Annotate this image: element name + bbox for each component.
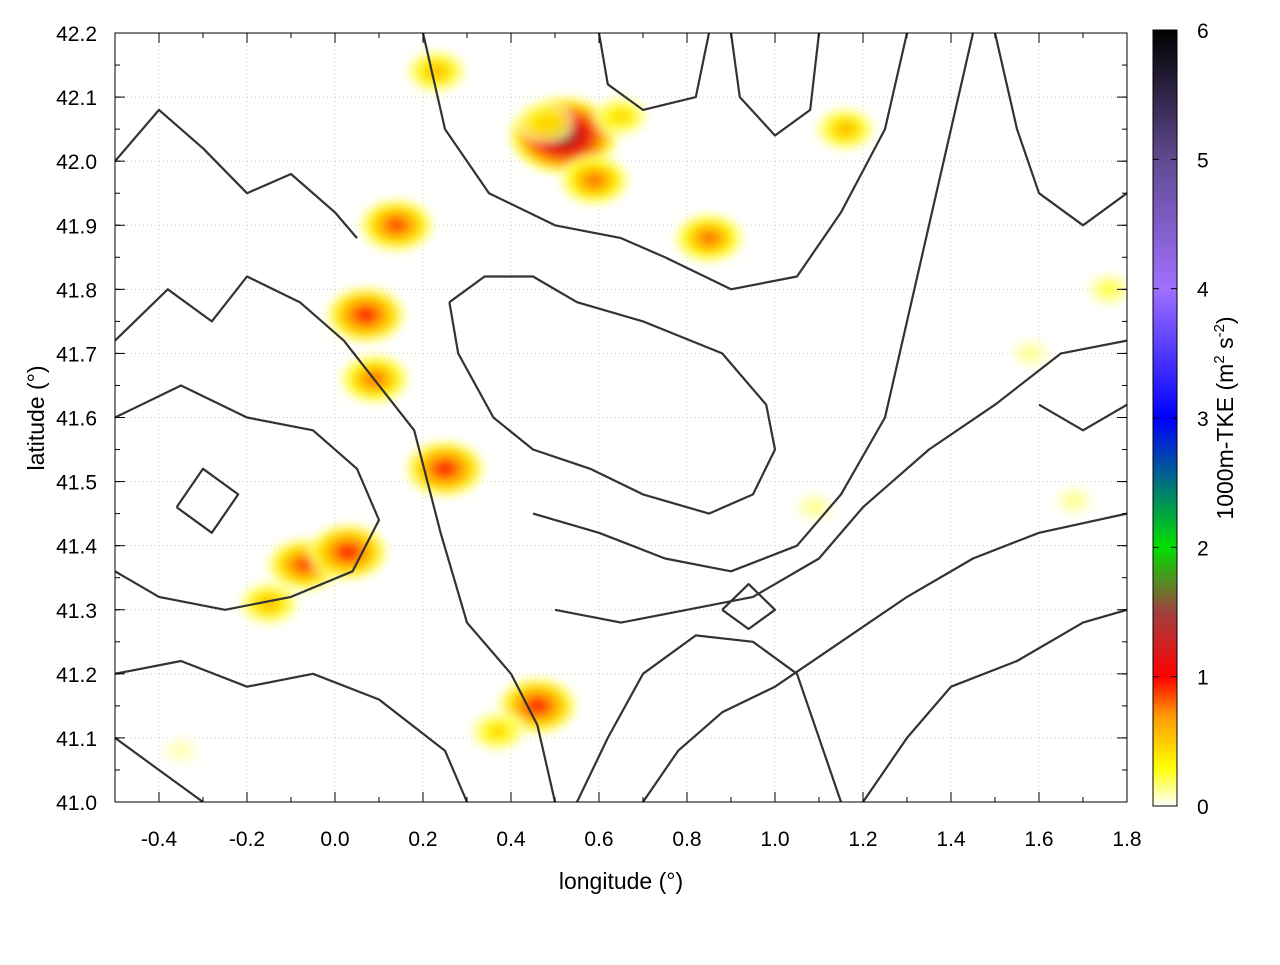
contour-line <box>421 33 909 291</box>
y-tick-label: 42.2 <box>56 23 97 46</box>
y-tick-label: 41.4 <box>56 536 97 559</box>
colorbar-tick-label: 6 <box>1197 20 1209 43</box>
x-tick-label: 0.2 <box>408 828 437 851</box>
x-tick-label: 0.6 <box>584 828 613 851</box>
tke-hotspot <box>1083 269 1127 309</box>
contour-line <box>862 608 1127 802</box>
tke-hotspot <box>670 209 748 267</box>
colorbar-ticks: 0 1 2 3 4 5 6 <box>1153 20 1209 819</box>
contour-line <box>175 467 240 534</box>
contour-line <box>115 275 557 802</box>
tke-hotspot <box>811 104 880 154</box>
y-tick-label: 41.0 <box>56 792 97 815</box>
x-tick-label: 0.4 <box>496 828 526 851</box>
y-tick-label: 42.1 <box>56 87 97 110</box>
contour-line <box>576 634 843 802</box>
colorbar-tick-label: 0 <box>1197 796 1209 819</box>
plot-area <box>114 32 1128 803</box>
x-tick-label: 0.8 <box>672 828 701 851</box>
tke-hotspot <box>159 734 203 768</box>
tke-hotspot <box>555 151 634 209</box>
tke-hotspot <box>515 99 578 146</box>
contour-line <box>115 384 381 611</box>
colorbar-tick-label: 5 <box>1197 149 1209 172</box>
x-tick-label: 1.8 <box>1112 828 1141 851</box>
y-tick-labels: 41.0 41.1 41.2 41.3 41.4 41.5 41.6 41.7 41.8 41.9… <box>56 23 97 815</box>
tke-hotspot <box>1051 483 1098 519</box>
contour-line <box>1038 403 1127 432</box>
contour-line <box>721 582 777 631</box>
colorbar-tick-label: 3 <box>1197 408 1209 431</box>
colorbar-tick-label: 2 <box>1197 537 1209 560</box>
y-tick-label: 41.9 <box>56 215 97 238</box>
y-tick-label: 41.8 <box>56 279 97 302</box>
contour-line <box>993 33 1127 227</box>
contour-line <box>554 339 1127 624</box>
y-tick-label: 41.6 <box>56 408 97 431</box>
x-tick-label: 0.0 <box>320 828 349 851</box>
y-tick-label: 41.5 <box>56 472 97 495</box>
x-tick-label: 1.4 <box>936 828 966 851</box>
tke-hotspot <box>791 489 838 525</box>
x-tick-labels: -0.4 -0.2 0.0 0.2 0.4 0.6 0.8 1.0 1.2 1.4 1.6 1.8 <box>141 828 1142 851</box>
y-tick-label: 41.7 <box>56 343 97 366</box>
tke-hotspot <box>321 282 410 347</box>
tke-hotspot <box>235 578 303 629</box>
y-axis-title: latitude (°) <box>23 365 49 470</box>
y-tick-label: 42.0 <box>56 151 97 174</box>
axis-ticks <box>114 32 1128 803</box>
contour-line <box>448 275 777 515</box>
y-tick-label: 41.1 <box>56 728 97 751</box>
tke-hotspot <box>466 708 529 755</box>
colorbar: 0 1 2 3 4 5 6 1000m-TKE (m2 s-2) <box>1152 20 1238 819</box>
x-axis-title: longitude (°) <box>559 868 683 894</box>
colorbar-tick-label: 4 <box>1197 279 1209 302</box>
x-tick-label: 1.0 <box>760 828 789 851</box>
tke-hotspot <box>402 46 470 97</box>
tke-hotspot <box>355 195 438 256</box>
tke-hotspot <box>1006 335 1054 372</box>
colorbar-tick-label: 1 <box>1197 667 1209 690</box>
contour-line <box>115 737 204 802</box>
contour-line <box>115 659 469 802</box>
contour-line <box>729 33 821 137</box>
contour-line <box>597 33 711 112</box>
contour-line <box>115 108 358 239</box>
x-tick-label: 1.2 <box>848 828 877 851</box>
tke-hotspot <box>401 436 489 501</box>
colorbar-title: 1000m-TKE (m2 s-2) <box>1211 316 1238 519</box>
contour-line <box>642 512 1127 802</box>
x-tick-label: -0.4 <box>141 828 178 851</box>
x-tick-label: 1.6 <box>1024 828 1053 851</box>
y-tick-label: 41.3 <box>56 600 97 623</box>
x-tick-label: -0.2 <box>229 828 265 851</box>
y-tick-label: 41.2 <box>56 664 97 687</box>
topography-contours <box>115 33 1127 802</box>
contour-line <box>532 33 975 573</box>
tke-hotspot <box>304 520 393 585</box>
tke-hotspot <box>590 93 652 140</box>
